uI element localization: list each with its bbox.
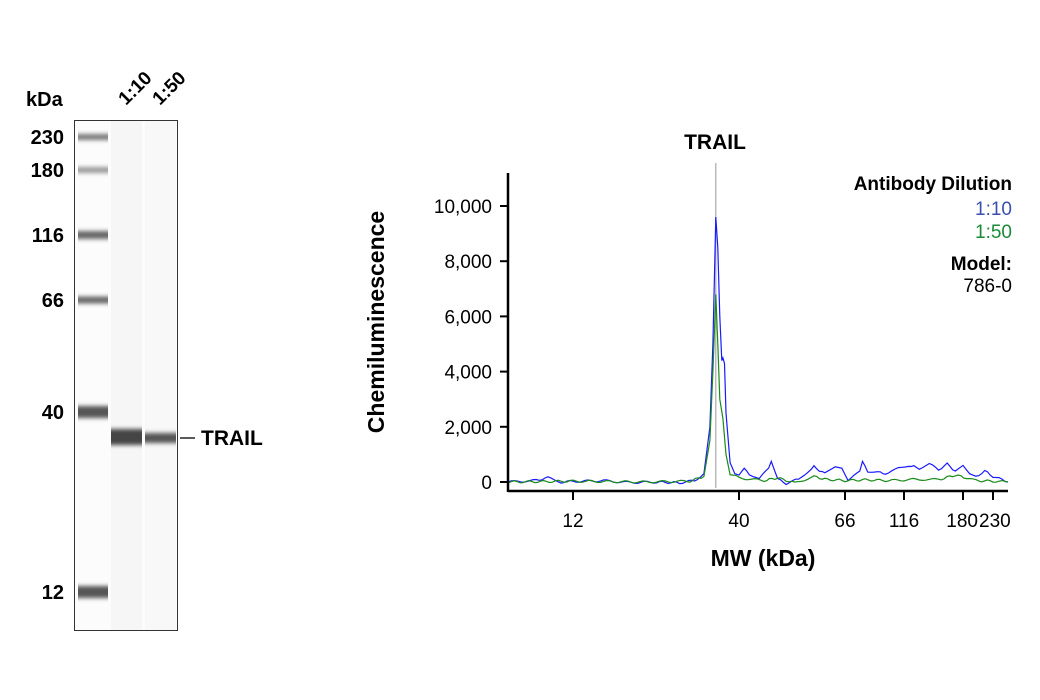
marker-labels: 230 180 116 66 40 12 [31, 127, 64, 604]
x-tick-label: 40 [728, 511, 749, 532]
marker-label: 66 [42, 290, 64, 312]
lane-label-1: 1:10 [115, 68, 157, 110]
marker-label: 230 [31, 127, 64, 149]
ladder-band [78, 167, 108, 173]
kda-label: kDa [26, 89, 64, 111]
y-axis-label: Chemiluminescence [363, 211, 389, 433]
y-tick-label: 10,000 [434, 197, 492, 218]
legend: Antibody Dilution 1:10 1:50 Model: 786-0 [854, 174, 1012, 297]
chart-title: TRAIL [684, 131, 746, 154]
x-tick-label: 230 [979, 511, 1011, 532]
band-label: TRAIL [201, 427, 263, 450]
marker-label: 12 [42, 582, 64, 604]
y-tick-label: 0 [481, 473, 492, 494]
marker-label: 116 [32, 225, 64, 247]
marker-label: 180 [31, 160, 64, 182]
ladder-band [78, 134, 108, 140]
ladder-band [78, 586, 108, 598]
x-axis-label: MW (kDa) [711, 545, 816, 571]
band-1-50 [145, 433, 176, 443]
legend-entry-1-50: 1:50 [975, 222, 1012, 243]
lane-label-2: 1:50 [149, 68, 191, 110]
ladder-lane [78, 134, 108, 598]
ladder-band [78, 296, 108, 304]
blot-panel: kDa 1:10 1:50 230 180 116 66 40 12 TRAIL [26, 68, 263, 631]
legend-entry-1-10: 1:10 [975, 199, 1012, 220]
x-tick-label: 12 [562, 511, 583, 532]
model-value: 786-0 [963, 276, 1012, 297]
x-tick-label: 116 [889, 511, 919, 532]
ladder-band [78, 231, 108, 239]
ladder-band [78, 406, 108, 418]
band-1-10 [111, 429, 142, 445]
series-line-1-10 [507, 216, 1009, 486]
y-tick-label: 6,000 [444, 307, 492, 328]
y-tick-label: 2,000 [444, 418, 492, 439]
y-tick-label: 4,000 [444, 363, 492, 384]
marker-label: 40 [42, 402, 64, 424]
y-tick-label: 8,000 [444, 252, 492, 273]
model-label: Model: [951, 254, 1012, 275]
series-line-1-50 [507, 294, 1009, 484]
x-tick-label: 66 [834, 511, 855, 532]
chart-panel: TRAIL 0 2,000 4,000 6,000 8,000 10,000 12 40 66… [363, 131, 1012, 571]
legend-title: Antibody Dilution [854, 174, 1012, 195]
x-tick-label: 180 [946, 511, 978, 532]
